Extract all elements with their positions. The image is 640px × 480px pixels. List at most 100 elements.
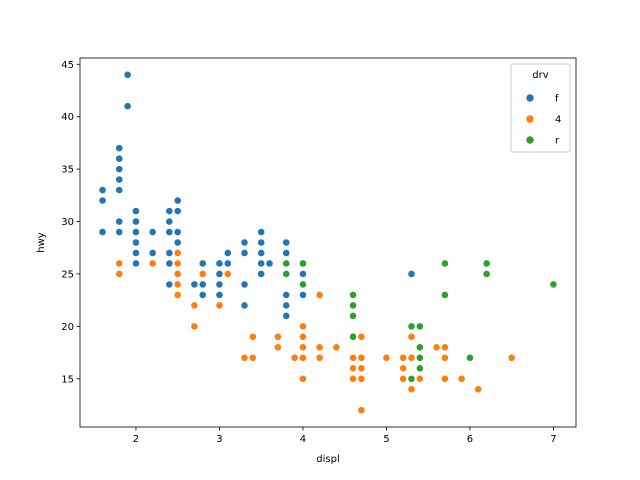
point-f bbox=[282, 311, 291, 320]
point-r bbox=[549, 280, 558, 289]
point-f bbox=[282, 291, 291, 299]
y-tick-label: 45 bbox=[61, 60, 74, 71]
point-f bbox=[132, 217, 140, 226]
point-4 bbox=[315, 353, 324, 362]
legend-items: f 4 r bbox=[525, 94, 561, 147]
point-4 bbox=[349, 374, 357, 383]
point-f bbox=[240, 280, 249, 289]
point-r bbox=[349, 291, 357, 299]
point-4 bbox=[248, 332, 257, 341]
point-4 bbox=[382, 353, 391, 362]
legend-marker-r bbox=[525, 135, 535, 145]
point-f bbox=[165, 280, 174, 289]
point-f bbox=[165, 217, 174, 226]
point-r bbox=[299, 280, 307, 289]
point-f bbox=[115, 165, 124, 174]
x-axis: 2 3 4 5 6 7 bbox=[133, 427, 557, 445]
point-f bbox=[257, 270, 266, 278]
point-r bbox=[349, 311, 357, 320]
point-r bbox=[466, 353, 474, 362]
point-4 bbox=[407, 353, 416, 362]
point-f bbox=[198, 259, 207, 268]
x-tick-label: 7 bbox=[550, 434, 556, 445]
point-4 bbox=[399, 364, 408, 373]
point-f bbox=[407, 270, 416, 278]
point-f bbox=[115, 217, 124, 226]
legend: drv f 4 r bbox=[510, 63, 571, 153]
point-4 bbox=[190, 301, 199, 310]
point-r bbox=[282, 270, 291, 278]
point-4 bbox=[407, 332, 416, 341]
x-tick-label: 4 bbox=[300, 434, 306, 445]
point-4 bbox=[290, 353, 299, 362]
point-4 bbox=[299, 322, 307, 331]
y-axis: 15 20 25 30 35 40 45 bbox=[61, 60, 80, 385]
point-4 bbox=[273, 343, 282, 352]
point-4 bbox=[507, 353, 516, 362]
point-r bbox=[415, 343, 424, 352]
point-4 bbox=[357, 374, 366, 383]
point-f bbox=[115, 228, 124, 236]
point-f bbox=[132, 207, 140, 215]
y-axis-label: hwy bbox=[36, 232, 47, 253]
point-r bbox=[415, 322, 424, 331]
y-tick-label: 20 bbox=[61, 322, 74, 333]
point-f bbox=[198, 280, 207, 289]
point-4 bbox=[407, 385, 416, 394]
point-4 bbox=[315, 291, 324, 299]
point-f bbox=[132, 228, 140, 236]
point-f bbox=[223, 259, 232, 268]
y-tick-label: 25 bbox=[61, 269, 74, 280]
point-4 bbox=[441, 353, 449, 362]
x-tick-label: 5 bbox=[383, 434, 389, 445]
point-f bbox=[282, 301, 291, 310]
point-f bbox=[257, 238, 266, 247]
point-f bbox=[282, 238, 291, 247]
point-f bbox=[123, 102, 132, 111]
point-f bbox=[190, 280, 199, 289]
y-tick-label: 30 bbox=[61, 217, 74, 228]
point-4 bbox=[173, 280, 182, 289]
point-f bbox=[115, 175, 124, 184]
legend-label-4: 4 bbox=[555, 115, 561, 126]
points-layer bbox=[98, 70, 558, 415]
y-tick-label: 15 bbox=[61, 374, 74, 385]
point-f bbox=[115, 154, 124, 163]
legend-marker-4 bbox=[525, 114, 535, 124]
point-4 bbox=[115, 270, 124, 278]
x-tick-label: 6 bbox=[467, 434, 473, 445]
point-f bbox=[240, 249, 249, 257]
x-axis-label: displ bbox=[316, 454, 339, 465]
point-4 bbox=[248, 353, 257, 362]
legend-label-r: r bbox=[555, 136, 560, 147]
point-f bbox=[132, 249, 140, 257]
point-4 bbox=[315, 343, 324, 352]
point-f bbox=[165, 249, 174, 257]
point-4 bbox=[399, 374, 408, 383]
point-f bbox=[165, 207, 174, 215]
point-f bbox=[240, 238, 249, 247]
point-r bbox=[407, 374, 416, 383]
point-f bbox=[240, 301, 249, 310]
point-r bbox=[415, 353, 424, 362]
point-4 bbox=[357, 353, 366, 362]
point-f bbox=[282, 249, 291, 257]
point-f bbox=[215, 280, 224, 289]
point-r bbox=[482, 259, 491, 268]
point-f bbox=[215, 259, 224, 268]
point-r bbox=[441, 291, 449, 299]
point-f bbox=[265, 259, 274, 268]
point-f bbox=[115, 186, 124, 194]
point-r bbox=[299, 259, 307, 268]
legend-box bbox=[510, 63, 571, 153]
point-f bbox=[173, 196, 182, 205]
point-4 bbox=[357, 364, 366, 373]
point-f bbox=[173, 238, 182, 247]
point-4 bbox=[240, 353, 249, 362]
point-r bbox=[349, 301, 357, 310]
point-4 bbox=[215, 301, 224, 310]
point-f bbox=[123, 70, 132, 79]
point-f bbox=[198, 291, 207, 299]
point-r bbox=[415, 364, 424, 373]
point-f bbox=[299, 270, 307, 278]
